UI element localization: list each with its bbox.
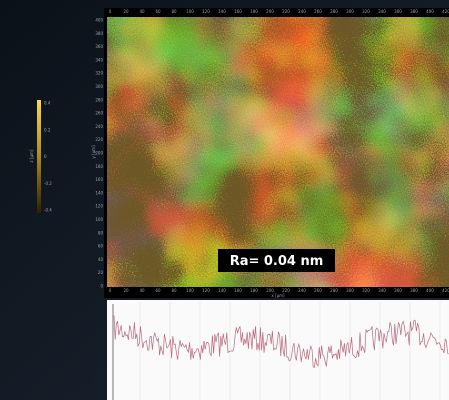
y-tick-label: 100 bbox=[95, 217, 103, 222]
x-tick-label-top: 420 bbox=[442, 9, 449, 14]
x-tick-label: 240 bbox=[298, 288, 306, 293]
y-tick-label: 20 bbox=[98, 270, 104, 275]
ra-label: Ra= 0.04 nm bbox=[230, 254, 324, 269]
x-tick-label-top: 40 bbox=[139, 9, 145, 14]
x-tick-label: 140 bbox=[218, 288, 226, 293]
x-tick-label-top: 360 bbox=[394, 9, 402, 14]
x-tick-label-top: 160 bbox=[234, 9, 242, 14]
x-tick-label-top: 0 bbox=[109, 9, 112, 14]
x-tick-label-top: 100 bbox=[186, 9, 194, 14]
x-tick-label-top: 240 bbox=[298, 9, 306, 14]
x-tick-label-top: 260 bbox=[314, 9, 322, 14]
y-tick-label: 320 bbox=[95, 71, 103, 76]
x-tick-label: 220 bbox=[282, 288, 290, 293]
y-tick-label: 120 bbox=[95, 204, 103, 209]
x-tick-label: 420 bbox=[442, 288, 449, 293]
y-tick-label: 300 bbox=[95, 84, 103, 89]
x-tick-label-top: 320 bbox=[362, 9, 370, 14]
x-tick-label-top: 400 bbox=[426, 9, 434, 14]
x-tick-label-top: 300 bbox=[346, 9, 354, 14]
screen: Ra= 0.04 nm x [µm] y [µm] z [µm] 0020204… bbox=[0, 0, 449, 400]
colorbar bbox=[37, 100, 41, 213]
y-tick-label: 140 bbox=[95, 190, 103, 195]
y-tick-label: 200 bbox=[95, 151, 103, 156]
x-tick-label-top: 140 bbox=[218, 9, 226, 14]
x-tick-label: 320 bbox=[362, 288, 370, 293]
x-tick-label-top: 180 bbox=[250, 9, 258, 14]
colorbar-label: z [µm] bbox=[29, 149, 34, 162]
y-tick-label: 180 bbox=[95, 164, 103, 169]
y-tick-label: 40 bbox=[98, 257, 104, 262]
x-tick-label-top: 380 bbox=[410, 9, 418, 14]
y-tick-label: 360 bbox=[95, 44, 103, 49]
colorbar-tick-label: -0.2 bbox=[44, 181, 52, 186]
x-tick-label: 300 bbox=[346, 288, 354, 293]
x-tick-label: 0 bbox=[109, 288, 112, 293]
y-tick-label: 60 bbox=[98, 244, 104, 249]
x-tick-label-top: 200 bbox=[266, 9, 274, 14]
colorbar-tick-label: 0.2 bbox=[44, 127, 51, 132]
x-tick-label-top: 60 bbox=[155, 9, 161, 14]
profile-panel bbox=[107, 300, 449, 400]
x-tick-label: 200 bbox=[266, 288, 274, 293]
x-tick-label: 120 bbox=[202, 288, 210, 293]
y-tick-label: 340 bbox=[95, 57, 103, 62]
y-tick-label: 400 bbox=[95, 18, 103, 23]
y-tick-label: 80 bbox=[98, 230, 104, 235]
y-tick-label: 240 bbox=[95, 124, 103, 129]
y-tick-label: 160 bbox=[95, 177, 103, 182]
y-tick-label: 220 bbox=[95, 137, 103, 142]
x-tick-label: 80 bbox=[171, 288, 177, 293]
afm-image bbox=[107, 17, 449, 287]
x-tick-label: 60 bbox=[155, 288, 161, 293]
x-tick-label: 400 bbox=[426, 288, 434, 293]
x-tick-label: 380 bbox=[410, 288, 418, 293]
x-tick-label: 40 bbox=[139, 288, 145, 293]
x-tick-label: 280 bbox=[330, 288, 338, 293]
colorbar-tick-label: -0.4 bbox=[44, 208, 52, 213]
x-tick-label-top: 220 bbox=[282, 9, 290, 14]
x-tick-label: 260 bbox=[314, 288, 322, 293]
x-tick-label: 360 bbox=[394, 288, 402, 293]
x-tick-label-top: 80 bbox=[171, 9, 177, 14]
x-tick-label: 20 bbox=[123, 288, 129, 293]
x-tick-label: 340 bbox=[378, 288, 386, 293]
x-tick-label-top: 120 bbox=[202, 9, 210, 14]
colorbar-tick-label: 0.4 bbox=[44, 101, 51, 106]
y-tick-label: 280 bbox=[95, 97, 103, 102]
x-tick-label: 180 bbox=[250, 288, 258, 293]
x-tick-label-top: 20 bbox=[123, 9, 129, 14]
x-tick-label-top: 280 bbox=[330, 9, 338, 14]
x-axis-label: x [µm] bbox=[271, 293, 285, 298]
y-tick-label: 260 bbox=[95, 111, 103, 116]
y-tick-label: 380 bbox=[95, 31, 103, 36]
x-tick-label-top: 340 bbox=[378, 9, 386, 14]
x-tick-label: 100 bbox=[186, 288, 194, 293]
x-tick-label: 160 bbox=[234, 288, 242, 293]
